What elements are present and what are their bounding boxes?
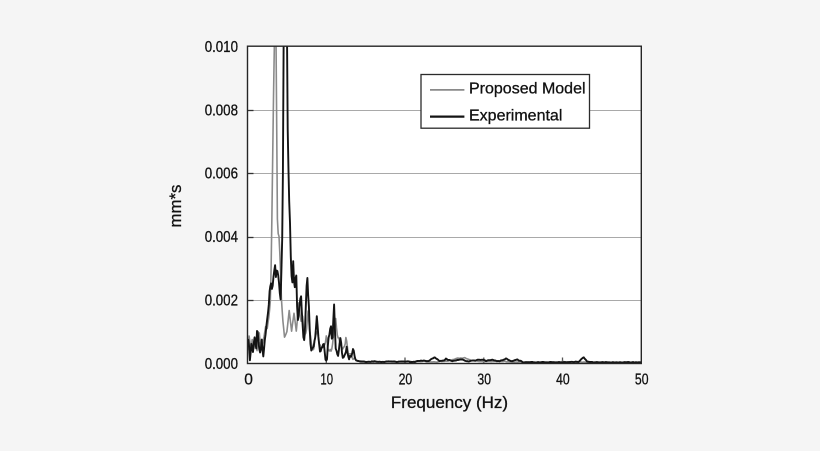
svg-text:0.008: 0.008 <box>205 102 238 119</box>
svg-text:Proposed Model: Proposed Model <box>469 81 586 98</box>
svg-text:50: 50 <box>635 372 649 389</box>
svg-text:0.002: 0.002 <box>205 293 238 310</box>
svg-text:0: 0 <box>244 372 253 389</box>
svg-text:40: 40 <box>556 372 570 389</box>
svg-text:30: 30 <box>477 372 491 389</box>
svg-text:20: 20 <box>399 372 413 389</box>
svg-text:0.000: 0.000 <box>205 356 239 373</box>
svg-text:0.004: 0.004 <box>205 229 239 246</box>
svg-text:Frequency (Hz): Frequency (Hz) <box>391 393 508 412</box>
svg-text:mm*s: mm*s <box>166 185 185 228</box>
svg-text:0.010: 0.010 <box>205 39 239 56</box>
svg-text:Experimental: Experimental <box>469 108 562 125</box>
svg-text:0.006: 0.006 <box>205 166 238 183</box>
svg-text:10: 10 <box>320 372 333 389</box>
